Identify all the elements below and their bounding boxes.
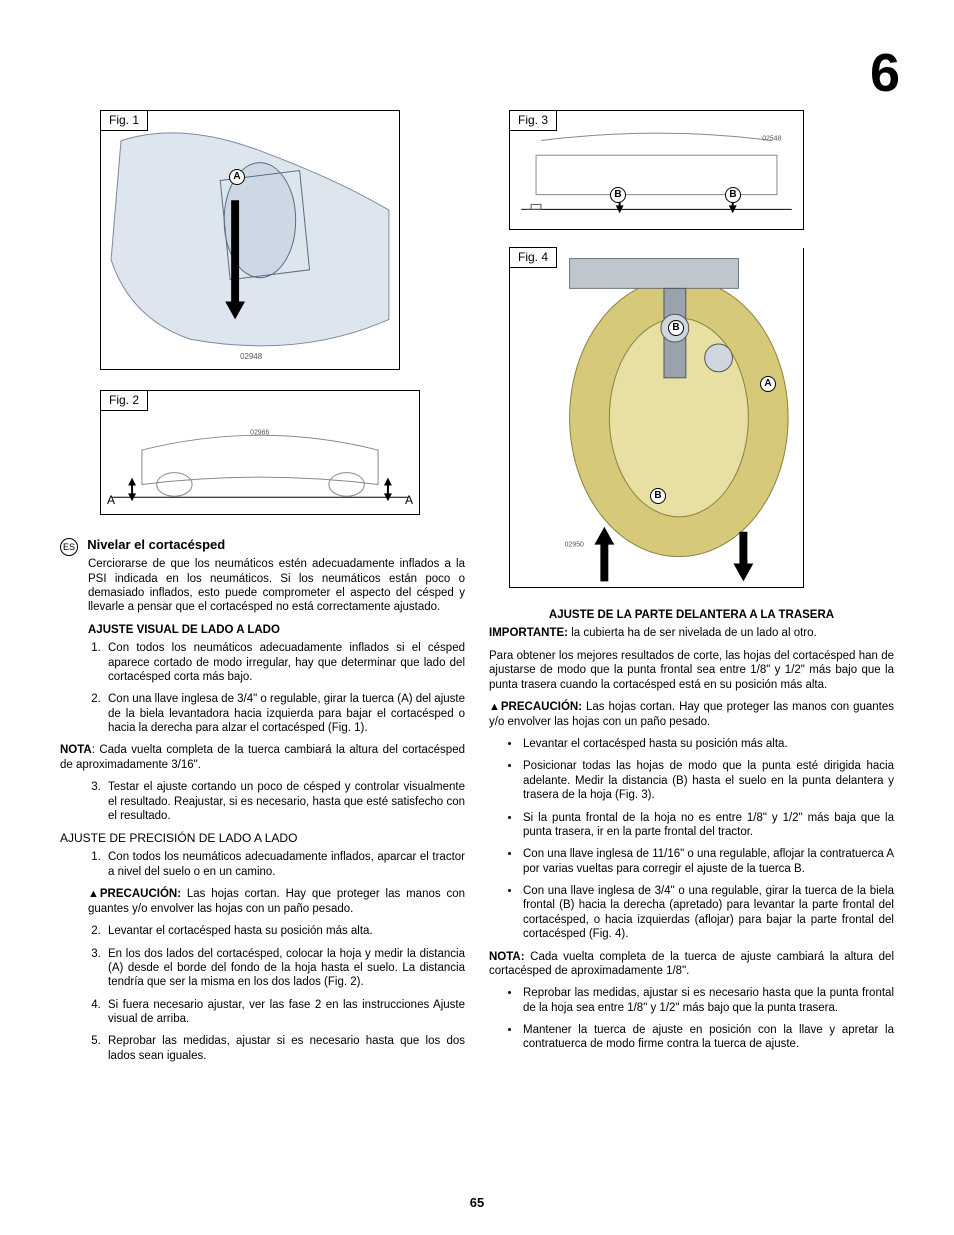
page-number: 65 [0, 1195, 954, 1211]
figure-4-svg: 02950 [510, 248, 803, 587]
left-l1-i1: Con todos los neumáticos adecuadamente i… [104, 641, 465, 684]
left-subhead-1: AJUSTE VISUAL DE LADO A LADO [88, 623, 465, 637]
two-column-layout: Fig. 1 02948 A Fig. 2 [60, 110, 894, 1071]
left-l1-i3: Testar el ajuste cortando un poco de cés… [104, 780, 465, 823]
right-b5: Con una llave inglesa de 3/4" o una regu… [521, 884, 894, 942]
left-column: Fig. 1 02948 A Fig. 2 [60, 110, 465, 1071]
language-badge: ES [60, 538, 78, 556]
figure-2-svg: 02966 [101, 391, 419, 514]
right-b1: Levantar el cortacésped hasta su posició… [521, 737, 894, 751]
left-subhead-2: AJUSTE DE PRECISIÓN DE LADO A LADO [60, 831, 465, 846]
svg-text:02950: 02950 [565, 542, 584, 549]
right-column: Fig. 3 02548 B B Fig. 4 [489, 110, 894, 1071]
figure-3-callout-b2: B [725, 187, 741, 203]
left-l2-i1: Con todos los neumáticos adecuadamente i… [104, 850, 465, 879]
figure-2-callout-left: A [107, 493, 115, 508]
left-nota-1: NOTA: Cada vuelta completa de la tuerca … [60, 743, 465, 772]
figure-2-callout-right: A [405, 493, 413, 508]
figure-4: Fig. 4 02950 B A B [509, 248, 804, 588]
right-b7: Mantener la tuerca de ajuste en posición… [521, 1023, 894, 1052]
figure-3-callout-b1: B [610, 187, 626, 203]
figure-4-callout-b1: B [668, 320, 684, 336]
svg-text:02966: 02966 [250, 429, 269, 436]
right-p1: Para obtener los mejores resultados de c… [489, 649, 894, 692]
warning-icon: ▲ [489, 701, 500, 715]
figure-1-callout-a: A [229, 169, 245, 185]
right-section: AJUSTE DE LA PARTE DELANTERA A LA TRASER… [489, 608, 894, 1052]
figure-3-label: Fig. 3 [509, 110, 557, 131]
left-l2-i5: Reprobar las medidas, ajustar si es nece… [104, 1034, 465, 1063]
right-b6: Reprobar las medidas, ajustar si es nece… [521, 986, 894, 1015]
figure-3: Fig. 3 02548 B B [509, 110, 804, 230]
nota-text-r: Cada vuelta completa de la tuerca de aju… [489, 951, 894, 977]
figure-4-callout-b2: B [650, 488, 666, 504]
warn-label: PRECAUCIÓN: [100, 888, 181, 900]
right-subhead-1: AJUSTE DE LA PARTE DELANTERA A LA TRASER… [489, 608, 894, 622]
right-b4: Con una llave inglesa de 11/16" o una re… [521, 847, 894, 876]
left-l1-i2: Con una llave inglesa de 3/4" o regulabl… [104, 692, 465, 735]
important-label: IMPORTANTE: [489, 627, 568, 639]
nota-label-r: NOTA: [489, 951, 525, 963]
right-important: IMPORTANTE: la cubierta ha de ser nivela… [489, 626, 894, 640]
nota-text: : Cada vuelta completa de la tuerca camb… [60, 744, 465, 770]
left-l2-i4: Si fuera necesario ajustar, ver las fase… [104, 998, 465, 1027]
svg-text:02548: 02548 [762, 136, 781, 143]
figure-2: Fig. 2 02966 A A [100, 390, 420, 515]
figure-1: Fig. 1 02948 A [100, 110, 400, 370]
right-b2: Posicionar todas las hojas de modo que l… [521, 759, 894, 802]
figure-4-callout-a: A [760, 376, 776, 392]
left-list-1: Con todos los neumáticos adecuadamente i… [104, 641, 465, 735]
right-nota: NOTA: Cada vuelta completa de la tuerca … [489, 950, 894, 979]
left-list-2: Con todos los neumáticos adecuadamente i… [104, 850, 465, 879]
warn-label-r: PRECAUCIÓN: [501, 701, 582, 713]
left-list-1b: Testar el ajuste cortando un poco de cés… [104, 780, 465, 823]
figure-1-svg: 02948 [101, 111, 399, 369]
left-section: ES Nivelar el cortacésped Cerciorarse de… [60, 537, 465, 1063]
important-text: la cubierta ha de ser nivelada de un lad… [568, 627, 817, 639]
right-warning: ▲PRECAUCIÓN: Las hojas cortan. Hay que p… [489, 700, 894, 729]
nota-label: NOTA [60, 744, 92, 756]
chapter-number: 6 [870, 40, 900, 108]
figure-4-label: Fig. 4 [509, 247, 557, 268]
svg-text:02948: 02948 [240, 352, 263, 361]
left-warning: ▲PRECAUCIÓN: Las hojas cortan. Hay que p… [88, 887, 465, 916]
left-list-2b: Levantar el cortacésped hasta su posició… [104, 924, 465, 1063]
left-intro: Cerciorarse de que los neumáticos estén … [88, 557, 465, 615]
warning-icon: ▲ [88, 888, 99, 902]
figure-2-label: Fig. 2 [100, 390, 148, 411]
left-title: Nivelar el cortacésped [87, 537, 225, 553]
left-l2-i3: En los dos lados del cortacésped, coloca… [104, 947, 465, 990]
right-bullet-list: Levantar el cortacésped hasta su posició… [521, 737, 894, 942]
right-b3: Si la punta frontal de la hoja no es ent… [521, 811, 894, 840]
right-bullet-list-2: Reprobar las medidas, ajustar si es nece… [521, 986, 894, 1052]
figure-1-label: Fig. 1 [100, 110, 148, 131]
left-l2-i2: Levantar el cortacésped hasta su posició… [104, 924, 465, 938]
